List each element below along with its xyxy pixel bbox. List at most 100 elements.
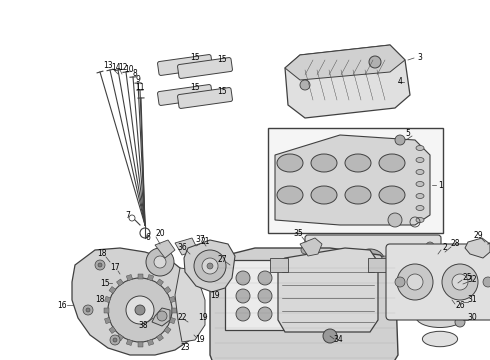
Circle shape: [154, 256, 166, 268]
Circle shape: [301, 246, 309, 254]
Circle shape: [126, 296, 154, 324]
Circle shape: [280, 307, 294, 321]
Ellipse shape: [379, 186, 405, 204]
Circle shape: [443, 288, 451, 296]
Ellipse shape: [355, 249, 385, 275]
Circle shape: [146, 248, 174, 276]
Circle shape: [300, 80, 310, 90]
Circle shape: [236, 271, 250, 285]
Bar: [156, 334, 164, 341]
Text: 26: 26: [455, 301, 465, 310]
Text: 15: 15: [217, 86, 227, 95]
Text: 35: 35: [293, 230, 303, 238]
Ellipse shape: [277, 154, 303, 172]
Circle shape: [258, 271, 272, 285]
Polygon shape: [285, 45, 410, 118]
Polygon shape: [175, 268, 205, 342]
Bar: [156, 279, 164, 286]
Text: 18: 18: [95, 296, 105, 305]
Circle shape: [323, 329, 337, 343]
Bar: [126, 339, 133, 346]
Ellipse shape: [416, 181, 424, 186]
Bar: [103, 307, 108, 312]
Circle shape: [451, 273, 469, 291]
Polygon shape: [210, 248, 398, 360]
Text: 1: 1: [439, 180, 443, 189]
Circle shape: [108, 278, 172, 342]
Text: 38: 38: [138, 320, 148, 329]
Circle shape: [207, 263, 213, 269]
Circle shape: [236, 289, 250, 303]
Text: 18: 18: [97, 249, 107, 258]
Bar: [138, 342, 143, 346]
Text: 20: 20: [155, 230, 165, 238]
Text: 2: 2: [442, 243, 447, 252]
Circle shape: [280, 271, 294, 285]
Ellipse shape: [235, 297, 265, 323]
Ellipse shape: [395, 249, 425, 275]
Ellipse shape: [416, 206, 424, 211]
FancyBboxPatch shape: [157, 55, 213, 76]
Polygon shape: [300, 238, 322, 256]
Circle shape: [395, 277, 405, 287]
Polygon shape: [152, 308, 170, 326]
Circle shape: [455, 277, 465, 287]
Circle shape: [194, 250, 226, 282]
Circle shape: [110, 335, 120, 345]
Ellipse shape: [228, 291, 272, 329]
Bar: [270, 258, 288, 272]
Polygon shape: [175, 238, 198, 255]
Polygon shape: [465, 238, 490, 258]
Text: 15: 15: [100, 279, 110, 288]
FancyBboxPatch shape: [305, 235, 441, 289]
Circle shape: [280, 289, 294, 303]
Circle shape: [258, 289, 272, 303]
Circle shape: [369, 56, 381, 68]
Circle shape: [135, 305, 145, 315]
Ellipse shape: [315, 249, 345, 275]
Ellipse shape: [416, 217, 424, 222]
Circle shape: [312, 242, 320, 250]
Polygon shape: [72, 248, 200, 355]
Circle shape: [442, 264, 478, 300]
Text: 25: 25: [462, 273, 472, 282]
Circle shape: [407, 274, 423, 290]
Circle shape: [388, 213, 402, 227]
Bar: [164, 287, 171, 293]
Text: 32: 32: [467, 275, 477, 284]
Ellipse shape: [410, 282, 470, 308]
Ellipse shape: [345, 154, 371, 172]
Bar: [225, 260, 300, 330]
Bar: [169, 318, 175, 324]
Text: 10: 10: [124, 66, 134, 75]
Bar: [169, 296, 175, 303]
Text: 6: 6: [146, 234, 150, 243]
Text: 7: 7: [125, 211, 130, 220]
Ellipse shape: [339, 297, 369, 323]
Text: 15: 15: [190, 84, 200, 93]
Text: 17: 17: [110, 264, 120, 273]
Bar: [109, 327, 116, 333]
Polygon shape: [285, 45, 405, 80]
Text: 36: 36: [177, 243, 187, 252]
Polygon shape: [440, 280, 462, 303]
Circle shape: [381, 256, 389, 264]
Circle shape: [221, 256, 229, 264]
FancyBboxPatch shape: [177, 58, 232, 78]
Circle shape: [98, 263, 102, 267]
Ellipse shape: [416, 170, 424, 175]
Bar: [117, 279, 123, 286]
Ellipse shape: [280, 291, 324, 329]
Ellipse shape: [379, 154, 405, 172]
Ellipse shape: [422, 331, 458, 347]
FancyBboxPatch shape: [386, 244, 490, 320]
Text: 23: 23: [180, 343, 190, 352]
Text: 4: 4: [397, 77, 402, 86]
Text: 21: 21: [200, 238, 210, 247]
Circle shape: [312, 274, 320, 282]
Bar: [368, 258, 386, 272]
Circle shape: [483, 277, 490, 287]
Text: 9: 9: [136, 76, 141, 85]
Circle shape: [95, 260, 105, 270]
Text: 3: 3: [417, 54, 422, 63]
